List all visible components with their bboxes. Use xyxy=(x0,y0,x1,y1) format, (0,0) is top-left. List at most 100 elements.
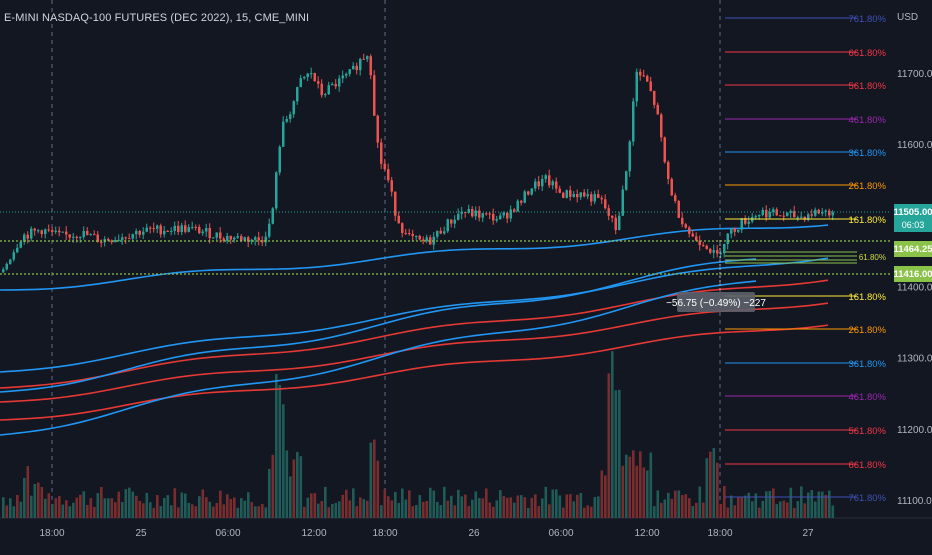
candle-body xyxy=(376,115,379,143)
candle-body xyxy=(492,213,495,221)
volume-bar xyxy=(632,450,635,518)
candle-body xyxy=(208,227,211,239)
candle-body xyxy=(684,224,687,228)
candle-body xyxy=(495,219,498,221)
candle-body xyxy=(212,237,215,239)
volume-bar xyxy=(124,489,128,518)
volume-bar xyxy=(604,475,607,518)
candle-body xyxy=(747,221,750,224)
volume-bar xyxy=(758,507,761,518)
volume-bar xyxy=(264,507,268,518)
candle-body xyxy=(264,236,267,243)
volume-bar xyxy=(688,498,691,518)
candle-body xyxy=(502,212,505,216)
candle-body xyxy=(26,234,29,239)
volume-bar xyxy=(705,458,709,518)
candle-body xyxy=(499,215,502,220)
volume-bar xyxy=(660,502,663,518)
fib-level-label: 161.80% xyxy=(848,292,886,303)
candle-body xyxy=(789,211,792,213)
volume-bar xyxy=(765,491,768,518)
measure-tooltip[interactable] xyxy=(677,292,755,312)
candle-body xyxy=(821,211,824,214)
volume-bar xyxy=(282,404,285,518)
ma-blue-line-3 xyxy=(0,257,829,373)
price-badge[interactable] xyxy=(894,204,932,232)
volume-bar xyxy=(205,497,208,518)
candle-body xyxy=(667,162,670,180)
candle-body xyxy=(128,238,131,240)
candle-body xyxy=(149,227,152,229)
volume-bar xyxy=(576,494,579,518)
volume-bar xyxy=(464,494,467,518)
volume-bar xyxy=(212,506,215,518)
volume-bar xyxy=(425,500,429,518)
candle-body xyxy=(796,217,799,219)
candle-body xyxy=(191,226,194,228)
fib-level-label: 361.80% xyxy=(848,148,886,159)
time-tick-label: 25 xyxy=(135,528,147,539)
volume-bar xyxy=(586,505,590,518)
volume-bar xyxy=(653,506,656,518)
candle-body xyxy=(47,229,50,231)
volume-bar xyxy=(530,497,534,518)
candle-body xyxy=(23,234,26,242)
candle-body xyxy=(187,227,190,232)
fib-level-label: 761.80% xyxy=(848,493,886,504)
candle-body xyxy=(649,81,652,91)
candle-body xyxy=(156,225,159,229)
volume-bar xyxy=(562,507,565,518)
volume-bar xyxy=(639,451,642,518)
price-badge[interactable] xyxy=(894,241,932,257)
candle-body xyxy=(656,104,659,115)
volume-bar xyxy=(733,505,737,518)
volume-bar xyxy=(751,501,754,518)
candle-body xyxy=(576,193,579,198)
volume-bar xyxy=(229,499,233,518)
candle-body xyxy=(726,233,729,245)
volume-bar xyxy=(33,483,37,518)
candle-body xyxy=(334,84,337,87)
candle-body xyxy=(296,87,299,102)
volume-bar xyxy=(516,495,520,518)
volume-bar xyxy=(831,505,835,518)
candle-body xyxy=(16,247,19,253)
fib-level-label: 461.80% xyxy=(848,115,886,126)
candle-body xyxy=(824,210,827,212)
candle-body xyxy=(194,226,197,228)
candle-body xyxy=(177,225,180,233)
volume-bar xyxy=(369,442,373,518)
candle-body xyxy=(166,230,169,232)
volume-bar xyxy=(159,506,163,518)
volume-bar xyxy=(68,506,72,518)
volume-bar xyxy=(621,465,625,518)
volume-bar xyxy=(362,499,366,518)
volume-bar xyxy=(600,470,604,518)
volume-bar xyxy=(793,507,796,518)
volume-bar xyxy=(275,374,278,518)
candle-body xyxy=(642,75,645,77)
volume-bar xyxy=(635,465,639,518)
volume-bar xyxy=(656,490,660,518)
candle-body xyxy=(121,237,124,240)
price-tick-label: 11300.00 xyxy=(897,354,932,365)
candle-body xyxy=(40,230,43,235)
volume-bar xyxy=(828,490,831,518)
volume-bar xyxy=(37,482,40,518)
price-badge[interactable] xyxy=(894,266,932,282)
volume-bar xyxy=(698,486,702,518)
candle-body xyxy=(677,201,680,218)
volume-bar xyxy=(376,460,380,518)
candle-body xyxy=(254,237,257,240)
candle-body xyxy=(439,230,442,234)
volume-bar xyxy=(320,501,324,518)
ma-red-line-1 xyxy=(0,324,829,421)
candle-body xyxy=(516,200,519,212)
candle-body xyxy=(803,216,806,220)
volume-bar xyxy=(271,454,275,518)
volume-bar xyxy=(709,451,712,518)
volume-bar xyxy=(163,497,166,518)
candle-body xyxy=(768,212,771,218)
